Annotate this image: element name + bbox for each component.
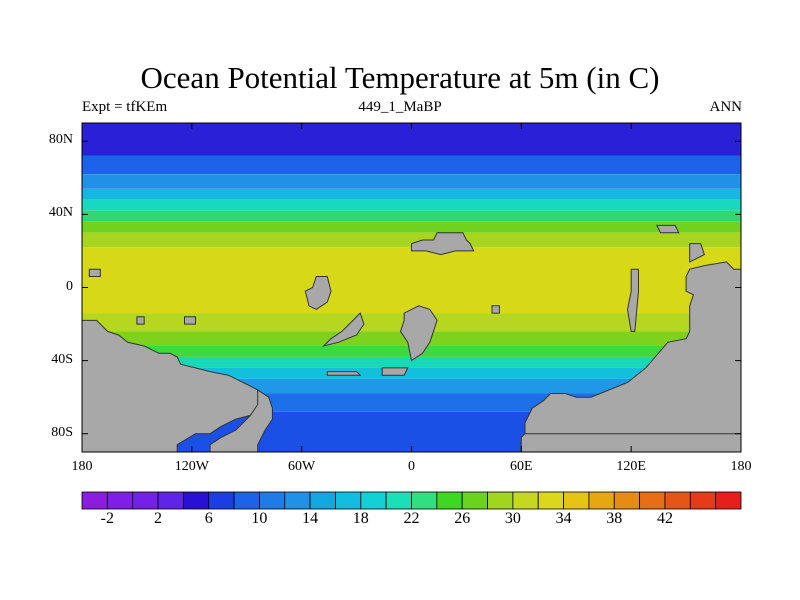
colorbar-label: 42 xyxy=(656,510,673,527)
colorbar-swatch-16 xyxy=(487,491,514,510)
colorbar-swatch-25 xyxy=(715,491,742,510)
colorbar-swatch-17 xyxy=(512,491,539,510)
lat-label: 40S xyxy=(51,351,73,367)
colorbar-swatch-23 xyxy=(664,491,691,510)
south-island-small xyxy=(381,367,409,376)
colorbar-swatch-15 xyxy=(461,491,488,510)
colorbar-label: 22 xyxy=(403,510,420,527)
colorbar-swatch-12 xyxy=(385,491,412,510)
left-subtitle: Expt = tfKEm xyxy=(82,99,168,115)
colorbar-swatch-0 xyxy=(81,491,108,510)
north-africa-block xyxy=(411,232,475,256)
lon-label: 0 xyxy=(408,459,415,474)
pacific-east-islet xyxy=(689,243,706,263)
temperature-band-12 xyxy=(82,356,741,368)
colorbar-swatch-2 xyxy=(132,491,159,510)
colorbar-swatch-18 xyxy=(537,491,564,510)
colorbar-label: 34 xyxy=(555,510,572,527)
lat-label: 80N xyxy=(48,132,73,148)
central-island xyxy=(399,305,438,362)
colorbar-swatch-4 xyxy=(182,491,210,510)
lon-label: 120W xyxy=(174,459,209,474)
colorbar-swatch-8 xyxy=(284,491,311,510)
colorbar-swatch-5 xyxy=(208,491,235,510)
colorbar-swatch-6 xyxy=(233,491,260,510)
colorbar-label: 30 xyxy=(504,510,521,527)
temperature-band-8 xyxy=(82,247,741,314)
australia-asia-landmass xyxy=(524,261,741,452)
south-island-strip xyxy=(326,371,362,376)
small-islet-a xyxy=(136,316,145,325)
small-islet-b xyxy=(184,316,196,325)
colorbar-swatch-21 xyxy=(613,491,641,510)
colorbar-label: 10 xyxy=(251,510,268,527)
colorbar-swatch-10 xyxy=(335,491,362,510)
colorbar-swatch-1 xyxy=(106,491,134,510)
colorbar-label: 14 xyxy=(302,510,319,527)
colorbar-label: 38 xyxy=(606,510,623,527)
temperature-band-3 xyxy=(82,188,741,200)
colorbar-swatch-3 xyxy=(157,491,184,510)
pacific-north-islet xyxy=(655,224,680,234)
colorbar-swatch-14 xyxy=(436,491,463,510)
temperature-band-4 xyxy=(82,199,741,211)
right-subtitle: ANN xyxy=(709,99,743,115)
temperature-band-1 xyxy=(82,155,741,175)
colorbar-swatch-7 xyxy=(259,491,286,510)
colorbar-label: 2 xyxy=(154,510,163,527)
colorbar-label: 26 xyxy=(454,510,471,527)
colorbar-swatch-11 xyxy=(360,491,387,510)
small-islet-c xyxy=(491,305,500,314)
temperature-band-5 xyxy=(82,210,741,222)
antarctic-margin xyxy=(520,433,741,452)
plot-title: Ocean Potential Temperature at 5m (in C) xyxy=(140,60,660,95)
center-subtitle: 449_1_MaBP xyxy=(358,99,442,115)
southwest-arc xyxy=(321,312,365,347)
lat-label: 40N xyxy=(48,205,73,221)
west-island xyxy=(304,276,332,310)
lon-label: 180 xyxy=(730,459,752,474)
lon-label: 60E xyxy=(510,459,533,474)
south-america-landmass xyxy=(82,319,262,452)
temperature-band-7 xyxy=(82,232,741,248)
colorbar-label: 18 xyxy=(352,510,369,527)
colorbar-label: -2 xyxy=(100,510,115,527)
colorbar-swatch-20 xyxy=(588,491,615,510)
colorbar-swatch-22 xyxy=(639,491,666,510)
antarctic-ice-edge xyxy=(209,388,273,452)
colorbar-swatch-13 xyxy=(411,491,438,510)
lon-label: 60W xyxy=(288,459,316,474)
temperature-band-6 xyxy=(82,221,741,233)
lon-label: 120E xyxy=(616,459,646,474)
temperature-band-2 xyxy=(82,174,741,189)
colorbar-swatch-19 xyxy=(563,491,590,510)
colorbar-swatch-24 xyxy=(689,491,717,510)
lat-label: 0 xyxy=(66,278,73,294)
india-sliver xyxy=(626,268,639,332)
pacific-west-islet xyxy=(88,268,101,277)
lat-label: 80S xyxy=(51,424,73,440)
colorbar-swatch-9 xyxy=(309,491,336,510)
temperature-band-13 xyxy=(82,367,741,379)
lon-label: 180 xyxy=(71,459,93,474)
colorbar-label: 6 xyxy=(204,510,213,527)
